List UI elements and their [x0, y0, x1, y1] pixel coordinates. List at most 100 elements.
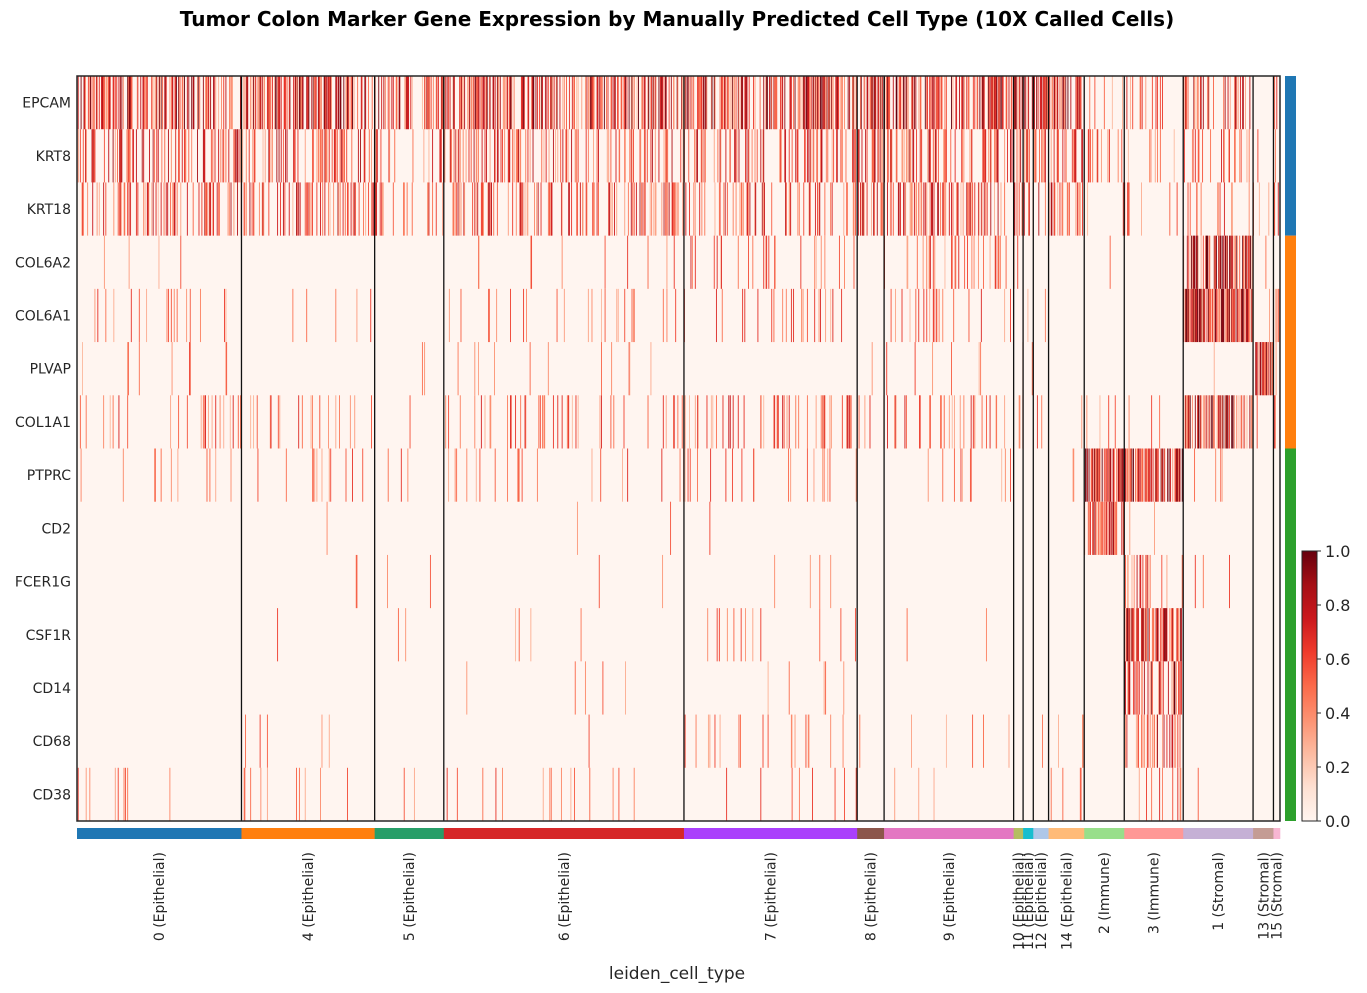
- cell-group-swatch: [1084, 828, 1125, 839]
- heatmap-cell: [1132, 448, 1134, 502]
- heatmap-cell: [911, 182, 912, 236]
- heatmap-cell: [278, 76, 280, 130]
- heatmap-cell: [156, 76, 158, 130]
- heatmap-cell: [888, 76, 890, 130]
- heatmap-cell: [268, 182, 270, 236]
- heatmap-cell: [719, 129, 721, 183]
- heatmap-cell: [477, 182, 479, 236]
- heatmap-cell: [1099, 501, 1101, 555]
- heatmap-cell: [929, 395, 931, 449]
- heatmap-cell: [724, 76, 726, 130]
- heatmap-cell: [1002, 76, 1004, 130]
- heatmap-cell: [757, 288, 759, 343]
- heatmap-cell: [1018, 395, 1020, 449]
- heatmap-cell: [748, 76, 750, 130]
- heatmap-cell: [312, 182, 313, 236]
- heatmap-cell: [177, 448, 179, 502]
- heatmap-cell: [948, 182, 950, 236]
- heatmap-cell: [700, 129, 702, 183]
- heatmap-cell: [165, 76, 167, 130]
- gene-label: PLVAP: [30, 362, 71, 378]
- heatmap-cell: [1118, 448, 1120, 502]
- heatmap-cell: [938, 288, 940, 343]
- heatmap-cell: [119, 129, 121, 183]
- heatmap-cell: [127, 767, 129, 821]
- heatmap-cell: [1203, 288, 1205, 343]
- heatmap-cell: [1096, 129, 1098, 183]
- heatmap-cell: [639, 129, 641, 183]
- heatmap-cell: [766, 76, 768, 130]
- heatmap-cell: [188, 129, 190, 183]
- colorbar-tick-label: 0.0: [1325, 812, 1350, 831]
- heatmap-cell: [577, 76, 579, 130]
- heatmap-cell: [1208, 76, 1210, 130]
- heatmap-cell: [83, 76, 85, 130]
- heatmap-cell: [987, 76, 989, 130]
- heatmap-cell: [408, 76, 410, 130]
- heatmap-cell: [175, 129, 177, 183]
- heatmap-cell: [1195, 76, 1197, 130]
- heatmap-cell: [709, 501, 711, 555]
- heatmap-cell: [738, 129, 740, 183]
- heatmap-cell: [1157, 76, 1158, 130]
- heatmap-cell: [712, 395, 714, 449]
- heatmap-cell: [1089, 76, 1091, 130]
- heatmap-cell: [89, 767, 91, 821]
- heatmap-cell: [1138, 448, 1140, 502]
- heatmap-cell: [456, 129, 458, 183]
- heatmap-cell: [474, 342, 476, 396]
- heatmap-cell: [809, 129, 811, 183]
- heatmap-cell: [478, 129, 479, 183]
- heatmap-cell: [782, 288, 784, 343]
- heatmap-cell: [1071, 129, 1073, 183]
- heatmap-cell: [889, 182, 891, 236]
- heatmap-cell: [538, 395, 540, 449]
- heatmap-cell: [666, 129, 668, 183]
- heatmap-cell: [601, 76, 603, 130]
- cell-group-swatch: [1048, 828, 1085, 839]
- heatmap-cell: [673, 235, 675, 289]
- heatmap-cell: [1223, 129, 1225, 183]
- heatmap-cell: [259, 714, 261, 768]
- heatmap-cell: [165, 76, 166, 130]
- heatmap-cell: [296, 76, 298, 130]
- heatmap-cell: [156, 129, 158, 183]
- heatmap-cell: [518, 448, 520, 502]
- heatmap-cell: [173, 182, 174, 236]
- heatmap-cell: [1173, 661, 1174, 715]
- heatmap-cell: [452, 182, 454, 236]
- heatmap-cell: [782, 395, 784, 449]
- heatmap-cell: [152, 129, 154, 183]
- heatmap-cell: [1141, 714, 1142, 768]
- heatmap-cell: [505, 76, 507, 130]
- heatmap-cell: [585, 129, 587, 183]
- heatmap-cell: [1151, 395, 1153, 449]
- heatmap-cell: [945, 129, 947, 183]
- cell-group-label: 2 (Immune): [1097, 852, 1113, 934]
- heatmap-cell: [993, 182, 995, 236]
- heatmap-cell: [860, 76, 861, 130]
- heatmap-cell: [1005, 76, 1007, 130]
- heatmap-cell: [954, 129, 956, 183]
- heatmap-cell: [459, 182, 460, 236]
- heatmap-cell: [98, 182, 100, 236]
- heatmap-cell: [993, 76, 995, 130]
- heatmap-cell: [1226, 235, 1228, 289]
- heatmap-cell: [905, 182, 907, 236]
- heatmap-cell: [1192, 235, 1194, 289]
- heatmap-cell: [127, 395, 129, 449]
- heatmap-cell: [453, 129, 455, 183]
- heatmap-cell: [673, 395, 675, 449]
- heatmap-cell: [920, 129, 922, 183]
- heatmap-cell: [137, 76, 139, 130]
- heatmap-cell: [130, 182, 132, 236]
- heatmap-cell: [904, 395, 906, 449]
- heatmap-cell: [1250, 235, 1252, 289]
- heatmap-cell: [475, 448, 477, 502]
- heatmap-cell: [234, 129, 236, 183]
- heatmap-cell: [574, 767, 575, 821]
- heatmap-cell: [707, 608, 709, 662]
- heatmap-cell: [329, 182, 331, 236]
- heatmap-cell: [520, 129, 522, 183]
- heatmap-cell: [785, 182, 787, 236]
